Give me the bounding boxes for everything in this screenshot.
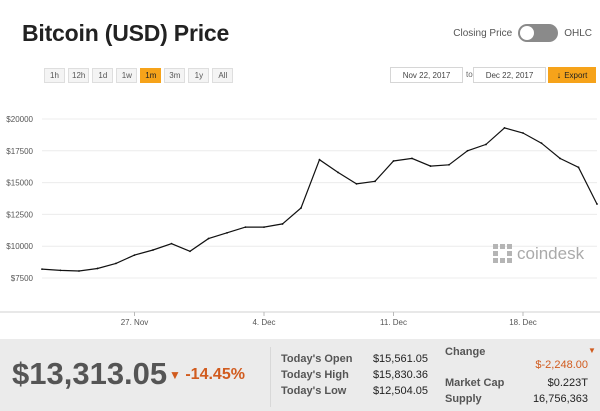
y-tick-label: $12500 <box>6 210 33 219</box>
current-price: $13,313.05 <box>12 356 168 391</box>
y-tick-label: $7500 <box>11 274 34 283</box>
footer-divider <box>270 347 271 407</box>
price-point <box>485 143 487 146</box>
price-summary-bar <box>0 339 600 411</box>
price-point <box>392 160 395 162</box>
supply-label: Supply <box>445 393 482 405</box>
price-point <box>96 267 99 270</box>
price-point <box>374 180 376 183</box>
price-point <box>522 132 524 134</box>
today-low-label: Today's Low <box>281 385 347 397</box>
price-point <box>263 226 265 229</box>
price-point <box>596 203 598 205</box>
download-arrow-icon: ↓ <box>556 70 562 80</box>
mode-toggle-switch[interactable] <box>518 24 559 42</box>
range-button-3m[interactable]: 3m <box>164 68 186 83</box>
price-point <box>281 223 284 225</box>
today-high-value: $15,830.36 <box>372 369 428 381</box>
chart-grid <box>0 118 600 313</box>
date-to-label: to <box>466 70 473 79</box>
change-percent: ▼ -14.45% <box>169 366 245 384</box>
price-point <box>429 165 432 167</box>
y-tick-label: $17500 <box>6 147 33 156</box>
y-tick-label: $20000 <box>6 115 33 124</box>
price-point <box>448 163 450 166</box>
price-point <box>59 269 62 272</box>
export-label: Export <box>564 70 588 80</box>
range-button-1w[interactable]: 1w <box>116 68 138 83</box>
price-point <box>207 237 210 240</box>
price-point <box>355 182 358 185</box>
range-selector: 1h 12h 1d 1w 1m 3m 1y All <box>44 68 234 83</box>
price-point <box>300 207 302 209</box>
export-button[interactable]: ↓ Export <box>548 67 596 83</box>
coindesk-logo-icon <box>493 244 512 263</box>
price-point <box>78 270 80 272</box>
price-point <box>41 268 43 270</box>
x-tick-label: 4. Dec <box>252 318 275 327</box>
range-button-1m[interactable]: 1m <box>140 68 162 83</box>
price-point <box>152 249 154 251</box>
y-axis: $7500 $10000 $12500 $15000 $17500 $20000 <box>6 115 33 283</box>
change-label: Change <box>445 346 486 358</box>
price-point <box>466 149 469 152</box>
price-point <box>337 171 339 174</box>
range-button-1d[interactable]: 1d <box>92 68 114 83</box>
price-points <box>41 127 598 272</box>
range-button-1y[interactable]: 1y <box>188 68 210 83</box>
range-button-1h[interactable]: 1h <box>44 68 65 83</box>
x-axis: 27. Nov 4. Dec 11. Dec 18. Dec <box>121 312 537 327</box>
price-point <box>244 226 247 229</box>
change-percent-value: -14.45% <box>185 366 245 383</box>
y-tick-label: $10000 <box>6 242 33 251</box>
chart-mode-toggle: Closing Price OHLC <box>453 24 592 42</box>
price-point <box>226 231 228 234</box>
price-point <box>559 157 561 160</box>
today-open-value: $15,561.05 <box>372 353 428 365</box>
ohlc-label: OHLC <box>564 27 592 39</box>
change-caret-icon: ▼ <box>588 346 596 355</box>
page-title: Bitcoin (USD) Price <box>22 20 230 46</box>
change-value: $-2,248.00 <box>535 359 588 371</box>
x-tick-label: 11. Dec <box>380 318 407 327</box>
date-from-input[interactable]: Nov 22, 2017 <box>390 67 463 83</box>
market-cap-value: $0.223T <box>547 377 588 389</box>
toggle-knob <box>520 26 535 40</box>
watermark-text: coindesk <box>517 244 585 263</box>
price-point <box>411 157 413 160</box>
x-tick-label: 27. Nov <box>121 318 149 327</box>
price-point <box>540 142 543 145</box>
today-low-value: $12,504.05 <box>372 385 428 397</box>
y-tick-label: $15000 <box>6 179 33 188</box>
supply-value: 16,756,363 <box>532 393 588 405</box>
today-high-label: Today's High <box>281 369 349 381</box>
today-open-label: Today's Open <box>281 353 353 365</box>
price-chart: $7500 $10000 $12500 $15000 $17500 $20000 27. … <box>0 115 600 327</box>
x-tick-label: 18. Dec <box>509 318 537 327</box>
price-point <box>133 254 136 257</box>
market-cap-label: Market Cap <box>445 377 505 389</box>
price-point <box>115 262 117 265</box>
price-point <box>189 250 191 253</box>
coindesk-watermark: coindesk <box>493 244 584 264</box>
closing-price-label: Closing Price <box>453 27 513 39</box>
price-point <box>170 242 173 245</box>
down-triangle-icon: ▼ <box>169 368 181 382</box>
price-point <box>577 166 580 169</box>
date-to-input[interactable]: Dec 22, 2017 <box>473 67 546 83</box>
range-button-all[interactable]: All <box>212 68 234 83</box>
range-button-12h[interactable]: 12h <box>68 68 90 83</box>
price-point <box>318 158 321 161</box>
price-point <box>503 127 506 129</box>
